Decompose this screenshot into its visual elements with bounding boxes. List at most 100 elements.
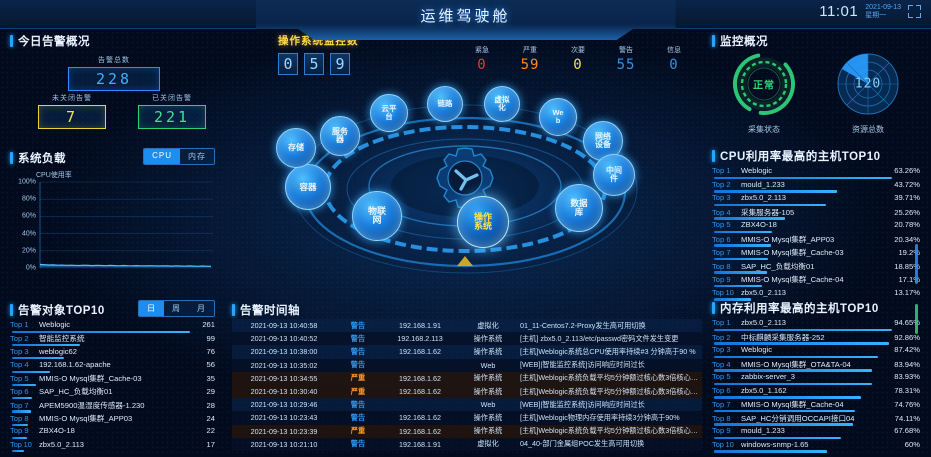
os-monitor-digit-0: 0 [278, 53, 298, 75]
memory-top10-row[interactable]: Top 8 SAP_HC分销调用OCCAPI接口04 74.11% [712, 413, 920, 427]
alarm-closed-block: 已关闭告警 221 [138, 93, 206, 129]
timeline-message: 01_11-Centos7.2-Proxy发生高可用切换 [520, 320, 646, 330]
memory-top10-value: 94.65% [894, 318, 920, 327]
timeline-ip: 192.168.1.62 [399, 426, 441, 436]
status-badge: 严重 [350, 426, 366, 436]
expand-icon[interactable] [908, 5, 921, 18]
cpu-top10-rank: Top 2 [712, 179, 731, 189]
hub-node-操作系统[interactable]: 操作 系统 [457, 196, 509, 248]
table-row[interactable]: 2021-09-13 10:23:39 严重 192.168.1.62 操作系统… [232, 424, 702, 438]
gauge-group: 正常 采集状态 120 资源总数 [712, 49, 920, 135]
hub-node-Web[interactable]: We b [539, 98, 577, 136]
memory-top10-row[interactable]: Top 3 Weblogic 87.42% [712, 345, 920, 359]
cpu-top10-row[interactable]: Top 7 MMIS-O Mysql集群_Cache-03 19.2% [712, 247, 920, 261]
table-row[interactable]: 2021-09-13 10:23:43 警告 192.168.1.62 操作系统… [232, 411, 702, 425]
alarmobj-toggle-option-1[interactable]: 周 [164, 301, 189, 316]
status-badge: 警告 [350, 320, 366, 330]
alarmobj-toggle-option-0[interactable]: 日 [139, 301, 164, 316]
alarm-object-bar [12, 450, 24, 453]
memory-top10-row[interactable]: Top 5 zabbix-server_3 83.93% [712, 372, 920, 386]
alarm-object-row[interactable]: Top 3 weblogic62 76 [10, 347, 215, 360]
memory-top10-scrollbar[interactable] [915, 304, 918, 334]
hub-node-label: We b [552, 108, 564, 125]
timeline-message: 04_40-部门金属组POC发生高可用切换 [520, 439, 645, 449]
timeline-type: Web [480, 360, 496, 370]
memory-top10-row[interactable]: Top 6 zbx5.0_1.162 78.31% [712, 386, 920, 400]
table-row[interactable]: 2021-09-13 10:34:55 严重 192.168.1.62 操作系统… [232, 371, 702, 385]
memory-top10-row[interactable]: Top 10 windows-snmp-1.65 60% [712, 440, 920, 454]
timeline-message: [主机] zbx5.0_2.113/etc/passwd密码文件发生变更 [520, 333, 679, 343]
panel-title-today-alarm: 今日告警概况 [10, 33, 215, 49]
timeline-message: [WEB]|智能监控系统]访问响应时间过长 [520, 360, 645, 370]
alarm-object-value: 17 [206, 439, 215, 449]
cpu-top10-row[interactable]: Top 4 采集服务器-105 25.26% [712, 207, 920, 221]
table-row[interactable]: 2021-09-13 10:38:00 警告 192.168.1.62 操作系统… [232, 345, 702, 359]
alarm-object-row[interactable]: Top 1 Weblogic 261 [10, 320, 215, 333]
cpu-top10-bar [714, 230, 773, 233]
alarm-object-rank: Top 9 [10, 426, 29, 436]
alarm-object-period-toggle[interactable]: 日周月 [138, 300, 215, 317]
table-row[interactable]: 2021-09-13 10:35:02 警告 Web [WEB]|智能监控系统]… [232, 358, 702, 372]
table-row[interactable]: 2021-09-13 10:40:58 警告 192.168.1.91 虚拟化 … [232, 319, 702, 333]
hub-node-存储[interactable]: 存储 [276, 128, 316, 168]
memory-top10-row[interactable]: Top 1 zbx5.0_2.113 94.65% [712, 318, 920, 332]
memory-top10-rank: Top 1 [712, 318, 731, 327]
alarmobj-toggle-option-2[interactable]: 月 [189, 301, 214, 316]
alarm-unclosed-value: 7 [38, 105, 106, 129]
cpu-top10-row[interactable]: Top 2 mould_1.233 43.72% [712, 180, 920, 194]
sysload-toggle-option-1[interactable]: 内存 [180, 149, 214, 164]
memory-top10-row[interactable]: Top 4 MMIS-O Mysql集群_OTA&TA-04 83.94% [712, 359, 920, 373]
collect-status-ring [733, 53, 795, 115]
memory-top10-row[interactable]: Top 2 中标麒麟采集服务器-252 92.86% [712, 332, 920, 346]
status-badge: 警告 [350, 346, 366, 356]
timeline-time: 2021-09-13 10:29:46 [250, 400, 318, 410]
severity-item-4: 信息 0 [650, 45, 698, 73]
panel-memory-top10: 内存利用率最高的主机TOP10 Top 1 zbx5.0_2.113 94.65… [712, 300, 920, 453]
cpu-top10-row[interactable]: Top 1 Weblogic 63.26% [712, 166, 920, 180]
hub-node-容器[interactable]: 容器 [285, 164, 331, 210]
memory-top10-bar [714, 409, 855, 412]
status-badge: 警告 [350, 439, 366, 449]
hub-node-服务器[interactable]: 服务器 [320, 116, 360, 156]
table-row[interactable]: 2021-09-13 10:40:52 警告 192.168.2.113 操作系… [232, 332, 702, 346]
alarm-object-value: 29 [206, 387, 215, 397]
cpu-top10-row[interactable]: Top 10 zbx5.0_2.113 13.17% [712, 288, 920, 302]
memory-top10-row[interactable]: Top 7 MMIS-O Mysql集群_Cache-04 74.76% [712, 399, 920, 413]
hub-node-网络设备[interactable]: 网络 设备 [583, 121, 623, 161]
cpu-top10-scrollbar[interactable] [915, 244, 918, 284]
alarm-object-row[interactable]: Top 5 MMIS-O Mysql集群_Cache-03 35 [10, 373, 215, 386]
hub-node-物联网[interactable]: 物联网 [352, 191, 402, 241]
cpu-top10-row[interactable]: Top 6 MMIS-O Mysql集群_APP03 20.34% [712, 234, 920, 248]
table-row[interactable]: 2021-09-13 10:29:46 警告 Web [WEB]|智能监控系统]… [232, 398, 702, 412]
cpu-top10-row[interactable]: Top 9 MMIS-O Mysql集群_Cache-04 17.1% [712, 274, 920, 288]
cpu-top10-row[interactable]: Top 8 SAP_HC_负载均衡01 18.85% [712, 261, 920, 275]
alarm-object-row[interactable]: Top 9 ZBX4O-18 22 [10, 426, 215, 440]
cpu-top10-row[interactable]: Top 5 ZBX4O-18 20.78% [712, 220, 920, 234]
memory-top10-row[interactable]: Top 9 mould_1.233 67.68% [712, 426, 920, 440]
alarm-object-row[interactable]: Top 8 MMIS-O Mysql集群_APP03 24 [10, 413, 215, 426]
alarm-object-row[interactable]: Top 4 192.168.1.62-apache 56 [10, 360, 215, 373]
table-row[interactable]: 2021-09-13 10:30:40 严重 192.168.1.62 操作系统… [232, 384, 702, 399]
gauge-resource-total: 120 资源总数 [816, 49, 920, 135]
alarm-object-value: 22 [206, 426, 215, 436]
alarm-object-row[interactable]: Top 7 APEM5900温湿度传感器-1.230 28 [10, 400, 215, 413]
memory-top10-list: Top 1 zbx5.0_2.113 94.65% Top 2 中标麒麟采集服务… [712, 318, 920, 453]
alarm-object-row[interactable]: Top 6 SAP_HC_负载均衡01 29 [10, 386, 215, 400]
memory-top10-name: zabbix-server_3 [741, 372, 796, 381]
hub-node-链路[interactable]: 链路 [427, 86, 463, 122]
panel-title-timeline: 告警时间轴 [232, 302, 702, 318]
sysload-toggle-option-0[interactable]: CPU [144, 149, 180, 164]
table-row[interactable]: 2021-09-13 10:21:10 警告 192.168.1.91 虚拟化 … [232, 437, 702, 451]
hub-node-中间件[interactable]: 中间件 [593, 154, 635, 196]
alarm-object-name: 192.168.1.62-apache [39, 359, 111, 369]
severity-row: 紧急 0 严重 59 次要 0 警告 55 信息 0 [458, 45, 698, 73]
hub-node-虚拟化[interactable]: 虚拟化 [484, 86, 520, 122]
alarm-object-value: 76 [206, 346, 215, 356]
hub-node-数据库[interactable]: 数据库 [555, 184, 603, 232]
alarm-object-row[interactable]: Top 10 zbx5.0_2.113 17 [10, 440, 215, 453]
hub-node-云平台[interactable]: 云平台 [370, 94, 408, 132]
cpu-top10-name: zbx5.0_2.113 [741, 193, 787, 202]
alarm-object-row[interactable]: Top 2 智能监控系统 99 [10, 333, 215, 347]
cpu-top10-row[interactable]: Top 3 zbx5.0_2.113 39.71% [712, 193, 920, 207]
system-load-metric-toggle[interactable]: CPU 内存 [143, 148, 215, 165]
